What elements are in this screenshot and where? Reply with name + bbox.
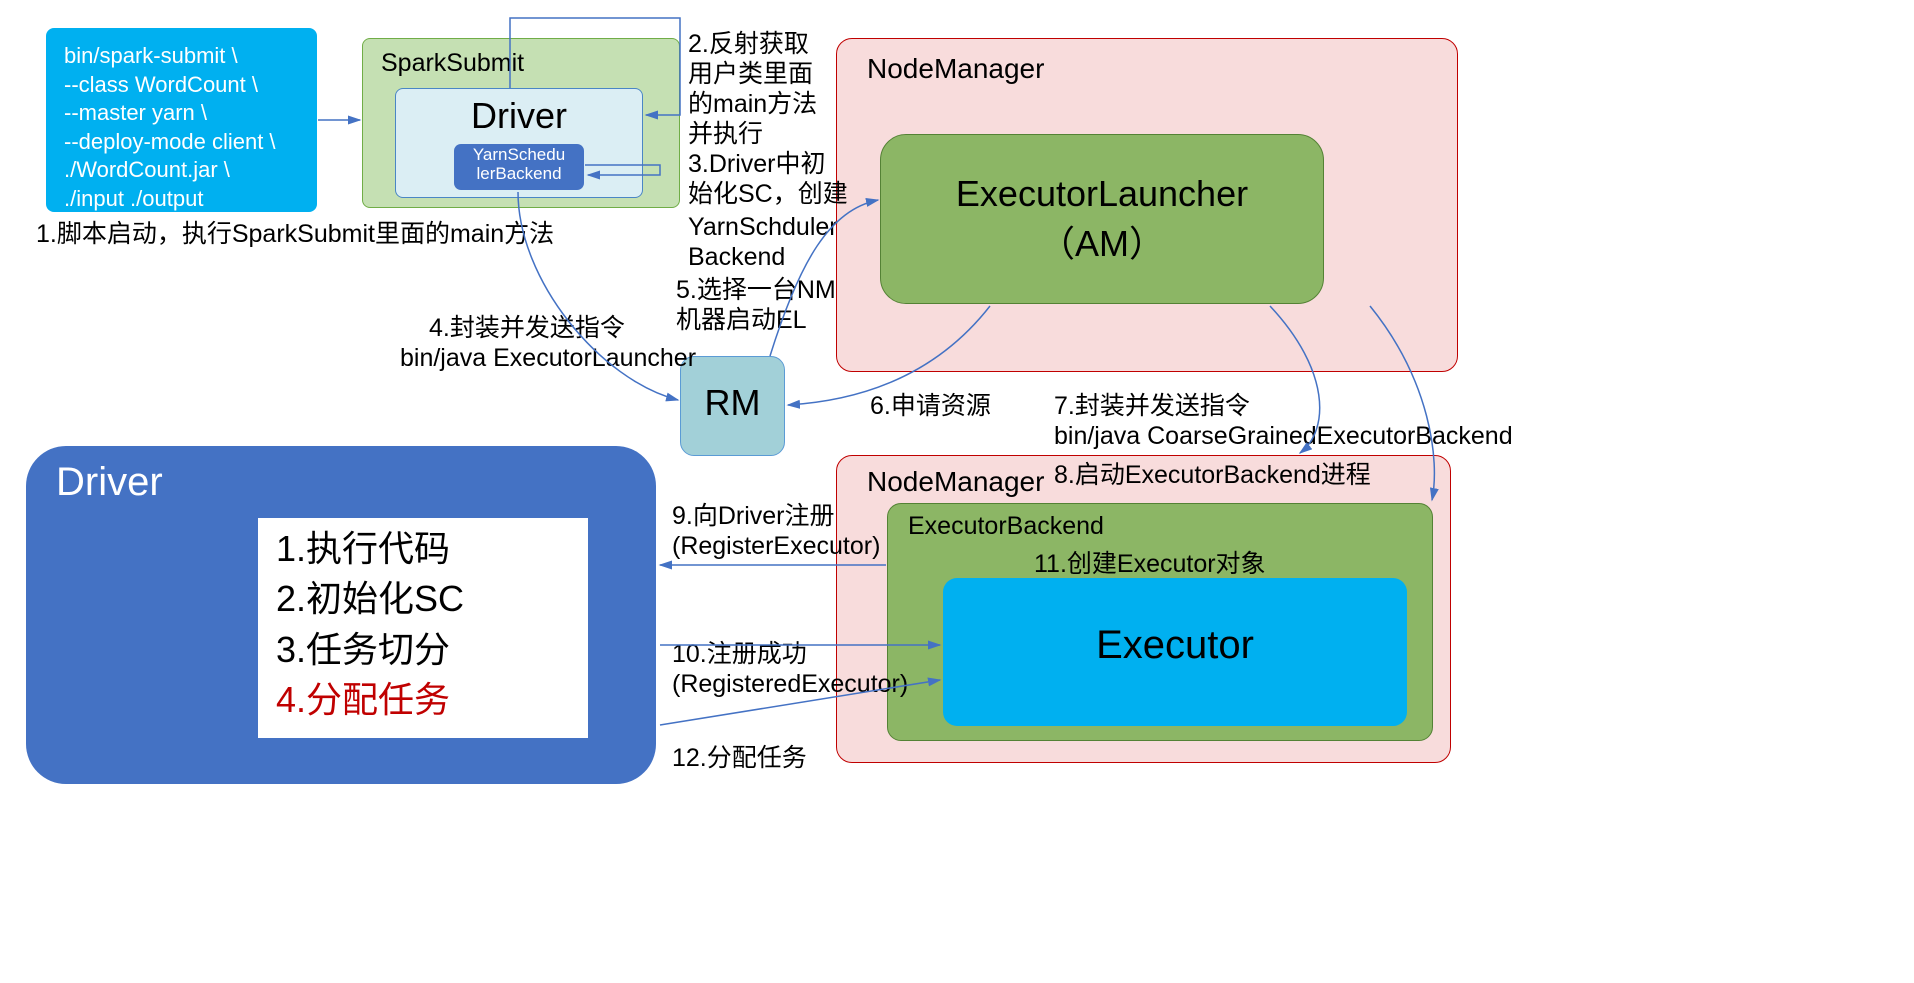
label-2c: 的main方法	[688, 88, 817, 121]
label-5a: 5.选择一台NM	[676, 274, 836, 307]
nm1-title: NodeManager	[867, 53, 1427, 85]
label-2d: 并执行	[688, 118, 763, 151]
sparksubmit-title: SparkSubmit	[381, 49, 661, 78]
yarnschd-line: lerBackend	[454, 165, 584, 184]
driver-steps-box: 1.执行代码 2.初始化SC 3.任务切分 4.分配任务	[258, 518, 588, 738]
label-3c: YarnSchduler	[688, 211, 838, 244]
step2: 2.初始化SC	[276, 574, 570, 624]
label-4b: bin/java ExecutorLauncher	[400, 342, 696, 375]
cmd-line: bin/spark-submit \	[64, 42, 299, 71]
yarn-scheduler-backend-box: YarnSchedu lerBackend	[454, 144, 584, 190]
label-8: 8.启动ExecutorBackend进程	[1054, 459, 1371, 492]
executor-launcher-box: ExecutorLauncher （AM）	[880, 134, 1324, 304]
label-9a: 9.向Driver注册	[672, 500, 835, 533]
label-7a: 7.封装并发送指令	[1054, 390, 1250, 423]
label-9b: (RegisterExecutor)	[672, 530, 880, 563]
step4: 4.分配任务	[276, 675, 570, 725]
label-1: 1.脚本启动，执行SparkSubmit里面的main方法	[36, 218, 554, 251]
label-10b: (RegisteredExecutor)	[672, 668, 908, 701]
spark-submit-command-box: bin/spark-submit \ --class WordCount \ -…	[46, 28, 317, 212]
label-10a: 10.注册成功	[672, 638, 807, 671]
cmd-line: --class WordCount \	[64, 71, 299, 100]
driver-big-title: Driver	[56, 460, 626, 505]
rm-label: RM	[705, 382, 761, 423]
cmd-line: ./input ./output	[64, 185, 299, 214]
label-3d: Backend	[688, 241, 785, 274]
label-6: 6.申请资源	[870, 390, 991, 423]
label-4a: 4.封装并发送指令	[429, 312, 625, 345]
label-5b: 机器启动EL	[676, 304, 807, 337]
step3: 3.任务切分	[276, 625, 570, 675]
driver-title: Driver	[396, 95, 642, 137]
yarnschd-line: YarnSchedu	[454, 146, 584, 165]
el-line1: ExecutorLauncher	[881, 173, 1323, 215]
label-3b: 始化SC，创建	[688, 178, 848, 211]
label-2b: 用户类里面	[688, 58, 813, 91]
label-12: 12.分配任务	[672, 742, 807, 775]
executor-label: Executor	[1096, 623, 1254, 667]
label-3a: 3.Driver中初	[688, 148, 826, 181]
step1: 1.执行代码	[276, 524, 570, 574]
label-11: 11.创建Executor对象	[1034, 548, 1266, 581]
cmd-line: --deploy-mode client \	[64, 128, 299, 157]
label-7b: bin/java CoarseGrainedExecutorBackend	[1054, 420, 1513, 453]
executor-box: Executor	[943, 578, 1407, 726]
el-line2: （AM）	[881, 215, 1323, 267]
cmd-line: --master yarn \	[64, 99, 299, 128]
cmd-line: ./WordCount.jar \	[64, 156, 299, 185]
eb-title: ExecutorBackend	[908, 512, 1412, 541]
label-2a: 2.反射获取	[688, 28, 809, 61]
